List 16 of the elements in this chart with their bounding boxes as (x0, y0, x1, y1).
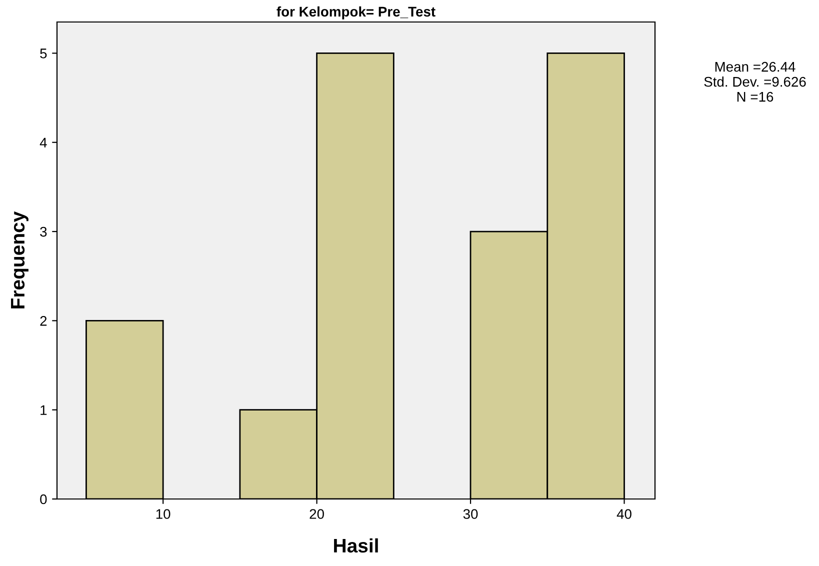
x-tick-label: 20 (310, 509, 324, 519)
x-axis-title: Hasil (334, 538, 378, 553)
y-tick-label: 3 (40, 226, 47, 237)
y-tick-label: 1 (40, 405, 47, 415)
text: N =16 (737, 92, 774, 102)
x-tick-label: 10 (156, 509, 170, 519)
y-axis-title: Frequency (11, 211, 28, 308)
y-tick-label: 2 (40, 316, 47, 326)
chart-title: for Kelompok= Pre_Test (276, 6, 436, 20)
y-tick-label: 0 (40, 494, 47, 504)
x-tick-label: 30 (463, 509, 478, 519)
text: Mean =26.44 (715, 62, 796, 72)
text: Std. Dev. =9.626 (704, 76, 806, 87)
y-tick-label: 4 (40, 138, 47, 148)
y-tick-label: 5 (40, 48, 47, 58)
x-tick-label: 40 (616, 509, 632, 519)
